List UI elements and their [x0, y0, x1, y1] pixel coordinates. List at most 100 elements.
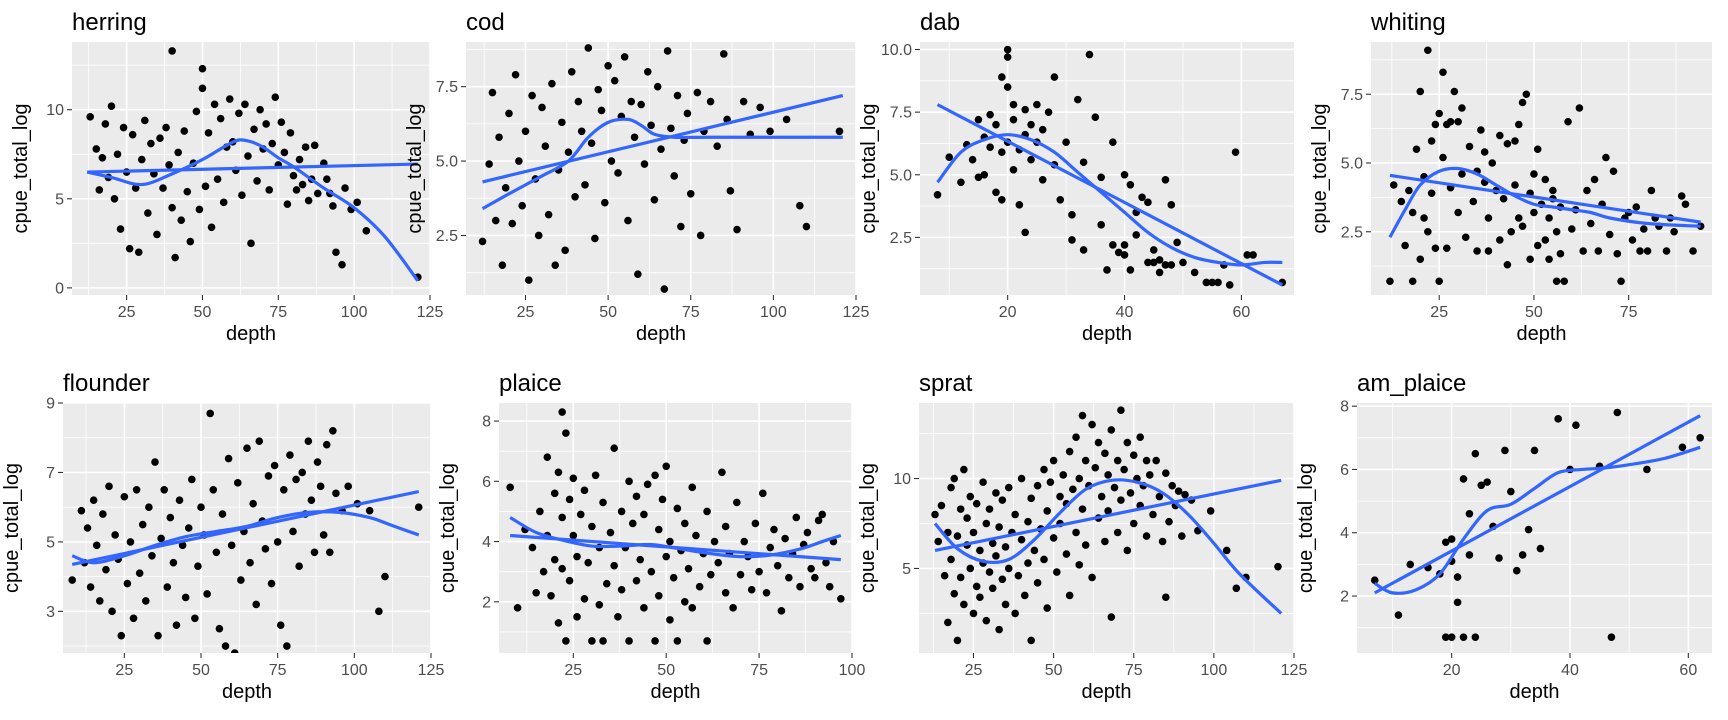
- data-point: [1088, 420, 1096, 429]
- data-point: [1053, 568, 1061, 576]
- data-point: [588, 522, 596, 531]
- data-point: [931, 510, 939, 519]
- data-point: [1594, 247, 1603, 255]
- y-tick-label: 6: [1340, 462, 1349, 479]
- data-point: [307, 496, 316, 505]
- data-point: [558, 513, 566, 522]
- data-point: [128, 130, 137, 139]
- y-tick-label: 7.5: [436, 79, 458, 96]
- data-point: [207, 223, 216, 232]
- data-point: [976, 546, 984, 555]
- data-point: [773, 561, 782, 570]
- data-point: [550, 489, 559, 498]
- data-point: [246, 558, 254, 567]
- data-point: [1401, 241, 1409, 250]
- data-point: [1009, 115, 1018, 124]
- data-point: [83, 524, 92, 532]
- data-point: [960, 600, 968, 609]
- data-point: [204, 129, 213, 137]
- data-point: [1518, 222, 1527, 231]
- data-point: [154, 631, 162, 640]
- series-line-linear: [936, 103, 1284, 287]
- y-tick-label: 10.0: [881, 42, 912, 59]
- y-tick-label: 6: [482, 474, 491, 491]
- data-point: [1033, 481, 1042, 490]
- data-point: [658, 495, 667, 504]
- data-point: [818, 510, 827, 519]
- data-point: [538, 103, 546, 112]
- data-point: [235, 109, 243, 118]
- data-point: [1459, 633, 1468, 641]
- panel-title: dab: [920, 9, 960, 36]
- data-point: [1446, 117, 1455, 126]
- data-point: [594, 85, 603, 94]
- data-point: [1465, 551, 1474, 559]
- data-point: [283, 200, 292, 208]
- data-point: [515, 157, 523, 165]
- data-point: [326, 548, 334, 557]
- data-point: [703, 637, 711, 645]
- data-point: [277, 118, 286, 126]
- x-axis-label: depth: [650, 681, 700, 703]
- data-point: [807, 564, 815, 573]
- data-point: [1431, 120, 1440, 129]
- x-tick-label: 25: [115, 662, 133, 679]
- y-axis-label: cpue_total_log: [437, 463, 459, 593]
- data-point: [310, 548, 319, 557]
- series-line-loess: [933, 478, 1283, 615]
- data-point: [1097, 492, 1106, 501]
- data-point: [138, 520, 147, 529]
- data-point: [1225, 281, 1234, 289]
- data-point: [992, 120, 1000, 129]
- y-tick-label: 2.5: [890, 230, 912, 247]
- y-tick-label: 0: [55, 280, 64, 297]
- data-point: [102, 565, 110, 574]
- data-point: [1477, 126, 1485, 134]
- data-point: [194, 562, 202, 570]
- data-point: [95, 186, 104, 194]
- data-point: [1564, 117, 1572, 126]
- panel-cod: 25 50 75 100 125 2.5 5.0 7.5 cod depth cpue_total_…: [404, 9, 869, 345]
- data-point: [1545, 214, 1553, 222]
- data-point: [160, 486, 168, 494]
- data-point: [1120, 170, 1129, 179]
- data-point: [992, 188, 1000, 197]
- data-point: [1386, 277, 1394, 286]
- data-point: [198, 84, 207, 93]
- data-point: [381, 572, 389, 581]
- data-point: [1662, 247, 1671, 255]
- plot-area: [1370, 408, 1704, 641]
- data-point: [1178, 532, 1186, 540]
- data-point: [77, 506, 86, 515]
- data-point: [1167, 201, 1176, 209]
- data-point: [1075, 561, 1084, 569]
- panel-title: herring: [72, 9, 147, 36]
- data-point: [1552, 227, 1561, 236]
- data-point: [1499, 194, 1508, 203]
- data-point: [1484, 214, 1493, 222]
- data-point: [1027, 120, 1035, 129]
- data-point: [1450, 87, 1459, 96]
- data-point: [221, 642, 230, 650]
- data-point: [323, 175, 331, 183]
- data-point: [132, 486, 141, 494]
- data-point: [640, 604, 648, 612]
- data-point: [937, 501, 946, 510]
- data-point: [1003, 53, 1012, 61]
- data-point: [785, 573, 793, 582]
- data-point: [1232, 584, 1241, 593]
- data-point: [574, 97, 583, 106]
- data-point: [1442, 244, 1451, 253]
- data-point: [766, 127, 774, 136]
- data-point: [1488, 159, 1497, 167]
- data-point: [1094, 438, 1103, 447]
- data-point: [1009, 165, 1018, 174]
- data-point: [1044, 108, 1053, 116]
- data-point: [777, 607, 786, 615]
- data-point: [210, 100, 219, 109]
- data-point: [554, 468, 563, 477]
- data-point: [534, 231, 543, 240]
- y-tick-label: 10: [46, 102, 64, 119]
- data-point: [969, 528, 978, 537]
- data-point: [1107, 426, 1116, 434]
